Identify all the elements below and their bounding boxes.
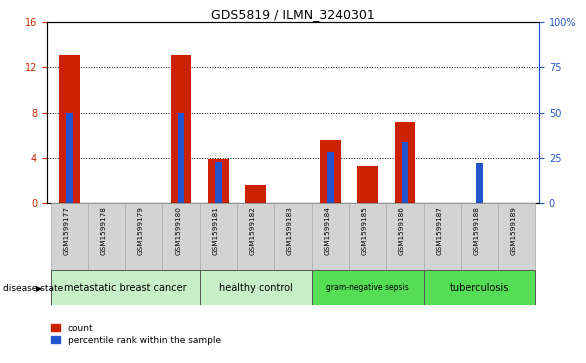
Bar	[66, 113, 73, 203]
Bar	[246, 185, 266, 203]
Text: GSM1599179: GSM1599179	[138, 206, 144, 255]
Bar	[498, 203, 536, 270]
Bar	[312, 203, 349, 270]
Text: disease state: disease state	[3, 284, 63, 293]
Bar	[162, 203, 200, 270]
Text: healthy control: healthy control	[219, 283, 292, 293]
Text: GSM1599178: GSM1599178	[101, 206, 107, 255]
Text: gram-negative sepsis: gram-negative sepsis	[326, 283, 409, 292]
Title: GDS5819 / ILMN_3240301: GDS5819 / ILMN_3240301	[211, 8, 375, 21]
Bar	[461, 203, 498, 270]
Text: GSM1599177: GSM1599177	[63, 206, 69, 255]
Bar	[424, 203, 461, 270]
Bar	[274, 203, 312, 270]
Text: GSM1599189: GSM1599189	[511, 206, 517, 255]
Text: tuberculosis: tuberculosis	[450, 283, 509, 293]
Bar	[200, 270, 312, 305]
Bar	[386, 203, 424, 270]
Text: GSM1599188: GSM1599188	[473, 206, 479, 255]
Bar	[125, 203, 162, 270]
Bar	[424, 270, 536, 305]
Bar	[349, 203, 386, 270]
Text: GSM1599182: GSM1599182	[250, 206, 255, 255]
Bar	[312, 270, 424, 305]
Bar	[178, 113, 185, 203]
Bar	[394, 122, 415, 203]
Bar	[59, 55, 80, 203]
Bar	[327, 152, 333, 203]
Bar	[50, 203, 88, 270]
Bar	[237, 203, 274, 270]
Bar	[320, 140, 340, 203]
Text: GSM1599186: GSM1599186	[399, 206, 405, 255]
Text: GSM1599185: GSM1599185	[362, 206, 367, 255]
Text: GSM1599181: GSM1599181	[212, 206, 219, 255]
Bar	[50, 270, 200, 305]
Text: metastatic breast cancer: metastatic breast cancer	[64, 283, 186, 293]
Bar	[171, 55, 192, 203]
Bar	[476, 163, 483, 203]
Bar	[215, 162, 222, 203]
Text: GSM1599184: GSM1599184	[324, 206, 331, 255]
Text: GSM1599180: GSM1599180	[175, 206, 181, 255]
Legend: count, percentile rank within the sample: count, percentile rank within the sample	[52, 324, 221, 344]
Text: GSM1599187: GSM1599187	[436, 206, 442, 255]
Bar	[200, 203, 237, 270]
Text: GSM1599183: GSM1599183	[287, 206, 293, 255]
Bar	[208, 159, 229, 203]
Bar	[88, 203, 125, 270]
Bar	[401, 142, 408, 203]
Text: ▶: ▶	[36, 284, 43, 293]
Bar	[357, 166, 378, 203]
